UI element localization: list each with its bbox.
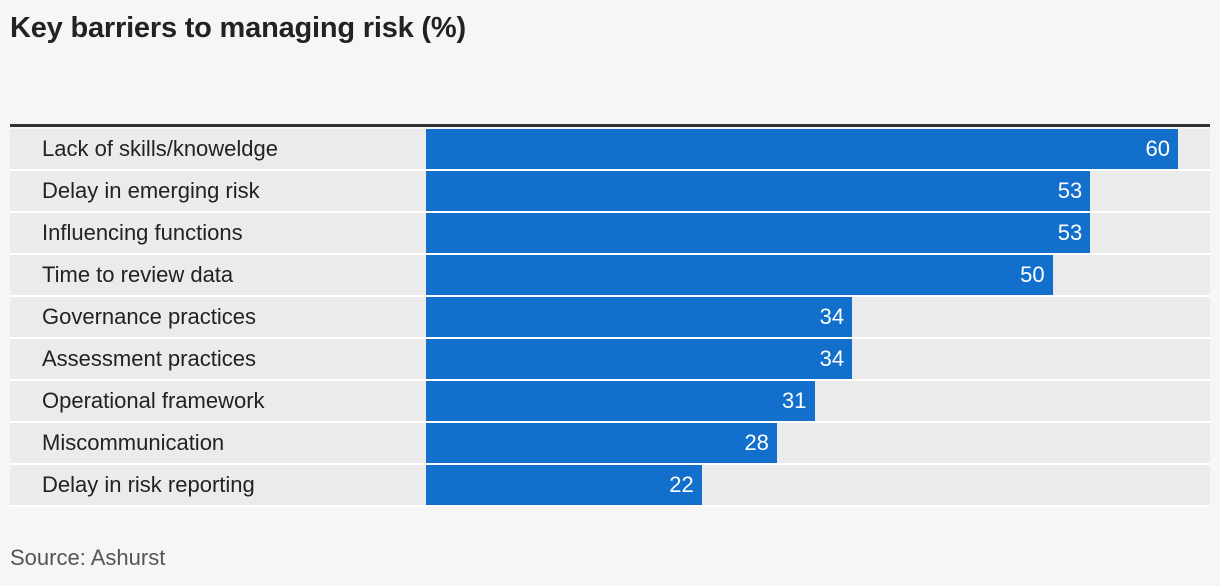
bar-row: Lack of skills/knoweldge 60 — [10, 129, 1210, 171]
bar-row: Time to review data 50 — [10, 255, 1210, 297]
row-separator — [10, 211, 1210, 213]
value-label: 53 — [1057, 220, 1083, 245]
value-label: 34 — [819, 304, 845, 329]
value-label: 28 — [744, 430, 769, 455]
bar — [426, 171, 1091, 211]
row-separator — [10, 505, 1210, 507]
row-separator — [10, 169, 1210, 171]
top-rule — [10, 124, 1210, 127]
row-separator — [10, 253, 1210, 255]
bar-row: Governance practices 34 — [10, 297, 1210, 339]
bar-row: Delay in emerging risk 53 — [10, 171, 1210, 213]
value-label: 60 — [1145, 136, 1170, 161]
bar-row: Delay in risk reporting 22 — [10, 465, 1210, 507]
bar-row: Miscommunication 28 — [10, 423, 1210, 465]
row-separator — [10, 337, 1210, 339]
bar-row: Assessment practices 34 — [10, 339, 1210, 381]
row-separator — [10, 421, 1210, 423]
bar — [426, 381, 815, 421]
category-label: Lack of skills/knoweldge — [42, 136, 279, 161]
row-separator — [10, 295, 1210, 297]
bar-row: Influencing functions 53 — [10, 213, 1210, 255]
row-separator — [10, 379, 1210, 381]
bar — [426, 255, 1053, 295]
category-label: Influencing functions — [42, 220, 243, 245]
category-label: Delay in emerging risk — [42, 178, 260, 203]
value-label: 22 — [669, 472, 694, 497]
category-label: Time to review data — [42, 262, 234, 287]
category-label: Delay in risk reporting — [42, 472, 255, 497]
category-label: Miscommunication — [42, 430, 225, 455]
chart-title: Key barriers to managing risk (%) — [10, 12, 466, 44]
bar — [426, 339, 853, 379]
bar-chart: Lack of skills/knoweldge 60 Delay in emerg… — [10, 127, 1210, 507]
category-label: Assessment practices — [42, 346, 256, 371]
bar — [426, 423, 777, 463]
value-label: 34 — [819, 346, 845, 371]
bar — [426, 129, 1178, 169]
category-label: Governance practices — [42, 304, 256, 329]
value-label: 31 — [782, 388, 807, 413]
bar — [426, 465, 702, 505]
row-separator — [10, 463, 1210, 465]
bar — [426, 213, 1091, 253]
bar — [426, 297, 853, 337]
value-label: 50 — [1020, 262, 1045, 287]
bar-row: Operational framework 31 — [10, 381, 1210, 423]
value-label: 53 — [1057, 178, 1083, 203]
source-note: Source: Ashurst — [10, 545, 166, 570]
category-label: Operational framework — [42, 388, 265, 413]
